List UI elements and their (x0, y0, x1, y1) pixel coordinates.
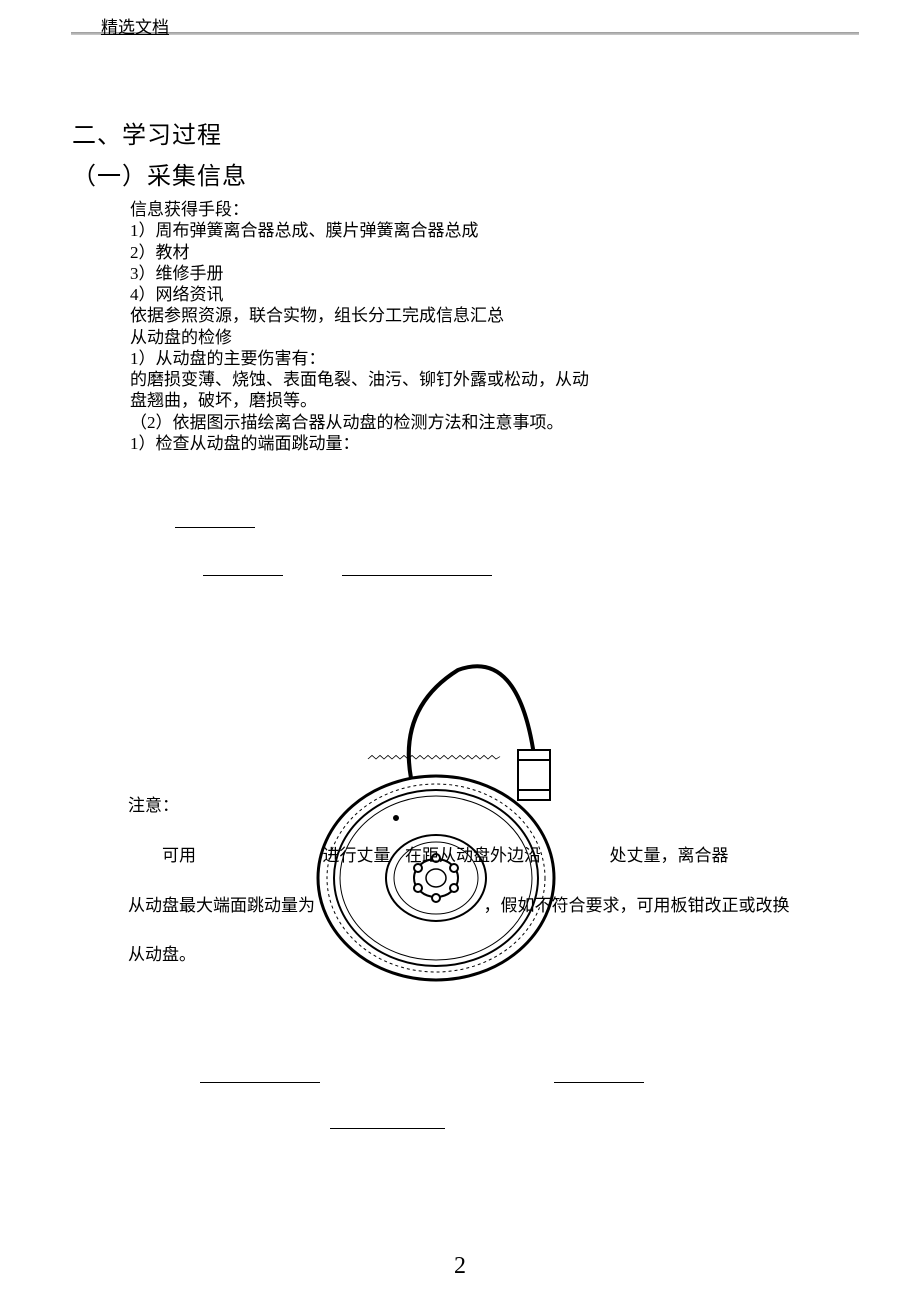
note-1c: 在距从动盘外边沿 (405, 846, 541, 865)
body-line-8: 的磨损变薄、烧蚀、表面龟裂、油污、铆钉外露或松动，从动盘翘曲，破坏，磨损等。 (130, 369, 600, 412)
body-line-9: （2）依据图示描绘离合器从动盘的检测方法和注意事项。 (130, 412, 860, 433)
intro-line: 信息获得手段： (130, 199, 860, 220)
main-content: 二、学习过程 （一）采集信息 信息获得手段： 1）周布弹簧离合器总成、膜片弹簧离… (60, 115, 860, 454)
blank-lines-upper (175, 515, 492, 581)
list-item-2: 2）教材 (130, 242, 860, 263)
list-item-4: 4）网络资讯 (130, 284, 860, 305)
body-line-7: 1）从动盘的主要伤害有： (130, 348, 860, 369)
note-1b: 进行丈量 (323, 846, 391, 865)
note-2b: ，假如不符合要求，可用板钳改正或改换 (484, 896, 790, 915)
note-1a: 可用 (162, 846, 196, 865)
page-top-border (71, 32, 859, 35)
note-label: 注意： (128, 794, 860, 818)
note-2a: 从动盘最大端面跳动量为 (128, 896, 315, 915)
body-line-6: 从动盘的检修 (130, 327, 860, 348)
note-line-2: 从动盘最大端面跳动量为 ，假如不符合要求，可用板钳改正或改换 (128, 894, 860, 918)
section-heading-1: 二、学习过程 (72, 115, 860, 150)
body-line-10: 1）检查从动盘的端面跳动量： (130, 433, 860, 454)
page-number: 2 (454, 1253, 466, 1280)
blank-lines-lower (200, 1070, 644, 1134)
list-item-1: 1）周布弹簧离合器总成、膜片弹簧离合器总成 (130, 220, 860, 241)
note-line-1: 可用 进行丈量 在距从动盘外边沿 处丈量，离合器 (162, 844, 860, 868)
note-line-3: 从动盘。 (128, 943, 860, 967)
section-heading-2: （一）采集信息 (72, 156, 860, 191)
document-header-label: 精选文档 (101, 13, 169, 38)
note-block: 注意： 可用 进行丈量 在距从动盘外边沿 处丈量，离合器 从动盘最大端面跳动量为… (128, 794, 860, 993)
body-line-5: 依据参照资源，联合实物，组长分工完成信息汇总 (130, 305, 860, 326)
note-1d: 处丈量，离合器 (610, 846, 729, 865)
list-item-3: 3）维修手册 (130, 263, 860, 284)
